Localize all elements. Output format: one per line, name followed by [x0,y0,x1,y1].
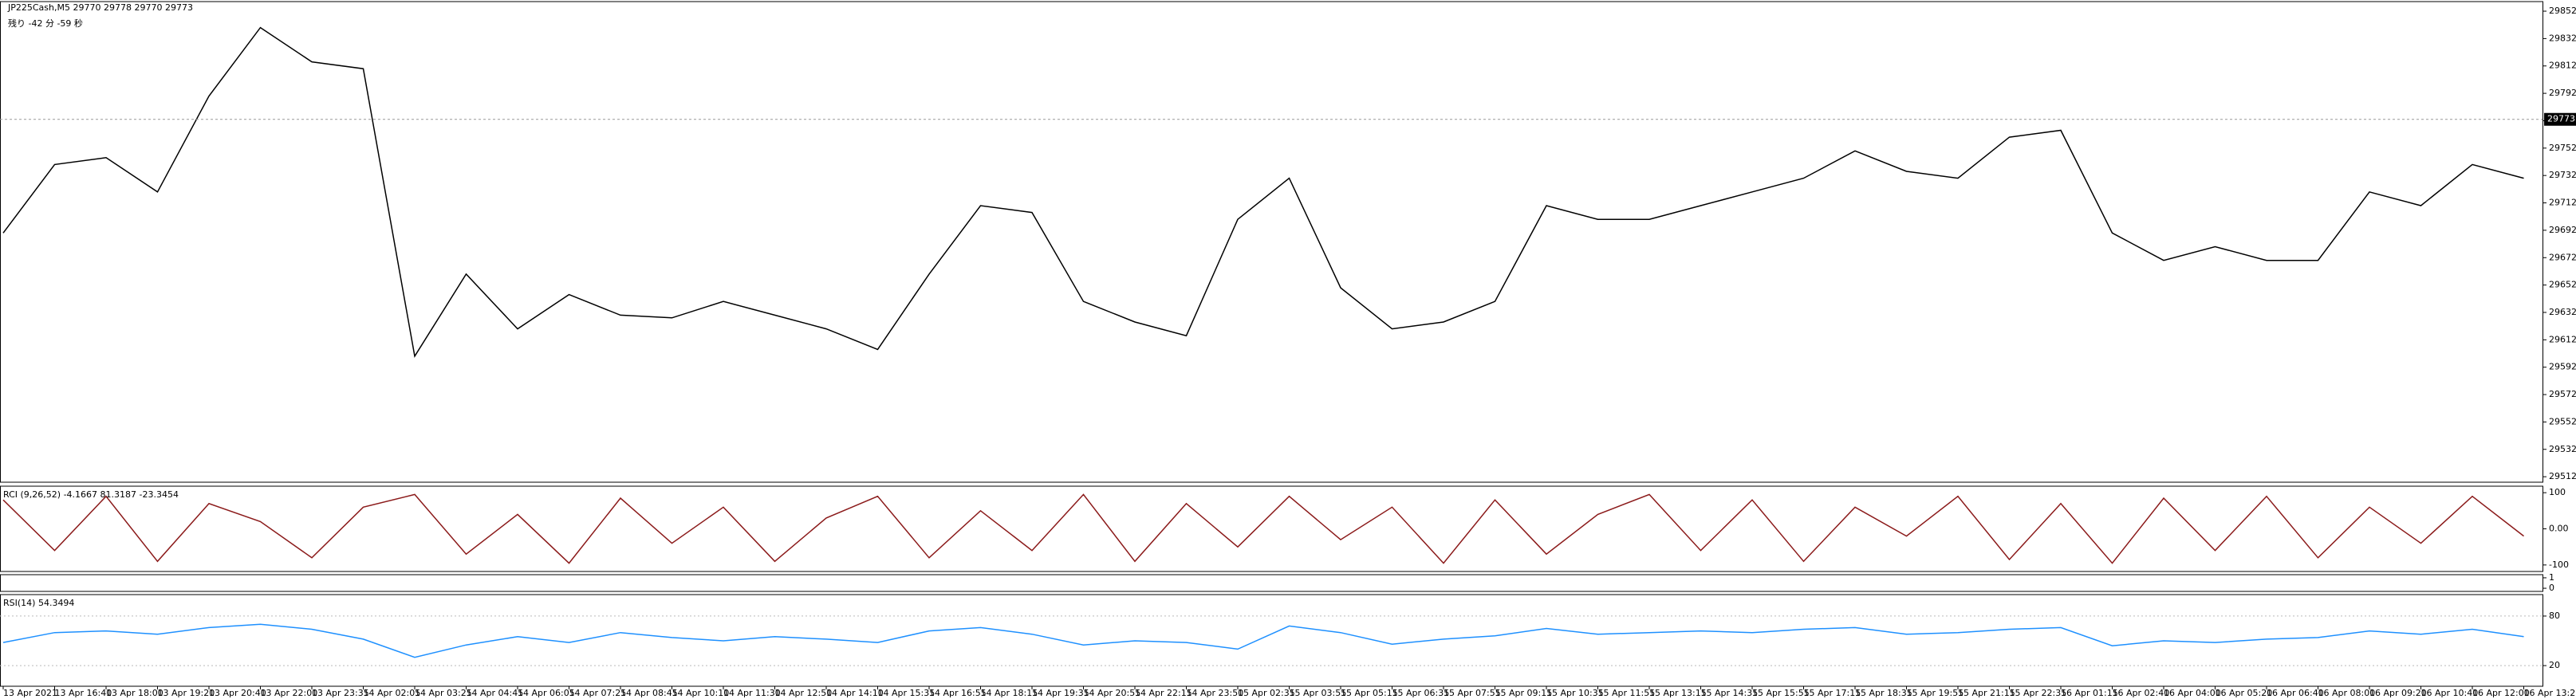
x-tick-label: 16 Apr 12:00 [2472,688,2530,698]
y-tick-label: 0 [2549,583,2554,593]
x-tick-label: 14 Apr 22:15 [1135,688,1192,698]
panel-title: RSI(14) 54.3494 [3,598,74,608]
series-line [2,493,2524,564]
x-tick-label: 15 Apr 02:35 [1238,688,1295,698]
x-tick-label: 14 Apr 12:50 [775,688,833,698]
y-tick-label: 29692 [2549,225,2576,235]
y-tick-label: 20 [2549,660,2560,670]
x-tick-label: 13 Apr 19:20 [158,688,215,698]
y-tick-label: 29812 [2549,61,2576,71]
x-tick-label: 15 Apr 13:15 [1649,688,1707,698]
y-tick-label: 0.00 [2549,524,2569,534]
x-tick-label: 14 Apr 03:25 [415,688,472,698]
x-tick-label: 16 Apr 06:40 [2267,688,2324,698]
y-tick-label: 29732 [2549,170,2576,180]
x-tick-label: 13 Apr 23:35 [312,688,369,698]
countdown: 残り -42 分 -59 秒 [8,18,83,29]
x-tick-label: 14 Apr 16:55 [929,688,987,698]
y-tick-label: 29512 [2549,471,2576,481]
chart-header: JP225Cash,M5 29770 29778 29770 29773 [7,2,193,13]
x-tick-label: 13 Apr 2021 [3,688,57,698]
y-tick-label: 1 [2549,572,2554,583]
price-label: 29773 [2547,114,2575,124]
x-tick-label: 14 Apr 15:35 [878,688,935,698]
x-tick-label: 15 Apr 14:35 [1701,688,1759,698]
y-tick-label: -100 [2549,560,2569,570]
x-tick-label: 16 Apr 05:20 [2216,688,2273,698]
x-tick-label: 14 Apr 07:25 [569,688,627,698]
x-tick-label: 15 Apr 17:15 [1804,688,1861,698]
y-tick-label: 29572 [2549,389,2576,399]
x-tick-label: 15 Apr 11:55 [1598,688,1656,698]
x-tick-label: 16 Apr 13:20 [2524,688,2576,698]
x-tick-label: 16 Apr 04:00 [2164,688,2221,698]
panel-frame [0,485,2543,572]
x-tick-label: 15 Apr 22:35 [2010,688,2067,698]
x-tick-label: 15 Apr 15:55 [1752,688,1810,698]
x-tick-label: 14 Apr 14:10 [826,688,884,698]
y-tick-label: 29532 [2549,444,2576,454]
panel-frame [0,574,2543,592]
panel-frame [0,1,2543,483]
x-tick-label: 15 Apr 07:55 [1444,688,1501,698]
y-tick-label: 29612 [2549,334,2576,344]
x-tick-label: 13 Apr 18:00 [106,688,163,698]
x-tick-label: 16 Apr 10:40 [2421,688,2479,698]
x-tick-label: 16 Apr 02:40 [2113,688,2170,698]
y-tick-label: 29712 [2549,198,2576,208]
x-tick-label: 15 Apr 19:55 [1907,688,1964,698]
y-tick-label: 29652 [2549,280,2576,290]
y-tick-label: 29632 [2549,307,2576,317]
x-tick-label: 14 Apr 02:05 [364,688,421,698]
price-box [2544,112,2576,126]
y-tick-label: 29672 [2549,252,2576,262]
x-tick-label: 14 Apr 08:45 [620,688,678,698]
panel-frame [0,594,2543,687]
x-tick-label: 16 Apr 09:20 [2369,688,2427,698]
x-tick-label: 15 Apr 18:35 [1855,688,1912,698]
series-line [2,26,2524,358]
x-tick-label: 14 Apr 06:05 [518,688,575,698]
panel-title: RCI (9,26,52) -4.1667 81.3187 -23.3454 [3,489,179,500]
x-tick-label: 15 Apr 09:15 [1495,688,1553,698]
x-tick-label: 15 Apr 06:35 [1392,688,1450,698]
x-tick-label: 14 Apr 20:55 [1084,688,1141,698]
x-tick-label: 13 Apr 20:40 [209,688,266,698]
y-tick-label: 29832 [2549,33,2576,43]
y-tick-label: 29752 [2549,143,2576,153]
x-tick-label: 15 Apr 21:15 [1958,688,2015,698]
x-tick-label: 14 Apr 04:45 [467,688,524,698]
x-tick-label: 16 Apr 08:00 [2318,688,2376,698]
x-tick-label: 15 Apr 03:55 [1290,688,1347,698]
x-tick-label: 14 Apr 23:50 [1187,688,1244,698]
y-tick-label: 29852 [2549,6,2576,16]
y-tick-label: 80 [2549,611,2560,621]
x-tick-label: 15 Apr 10:35 [1546,688,1604,698]
x-tick-label: 14 Apr 11:30 [723,688,781,698]
x-tick-label: 15 Apr 05:15 [1341,688,1398,698]
y-tick-label: 100 [2549,487,2566,497]
x-tick-label: 14 Apr 19:35 [1032,688,1089,698]
x-tick-label: 16 Apr 01:15 [2061,688,2118,698]
y-tick-label: 29792 [2549,88,2576,98]
x-tick-label: 14 Apr 10:10 [672,688,730,698]
x-tick-label: 13 Apr 16:40 [55,688,112,698]
y-tick-label: 29592 [2549,362,2576,372]
series-line [2,623,2524,658]
x-tick-label: 14 Apr 18:15 [981,688,1038,698]
x-tick-label: 13 Apr 22:00 [261,688,318,698]
y-tick-label: 29552 [2549,416,2576,426]
